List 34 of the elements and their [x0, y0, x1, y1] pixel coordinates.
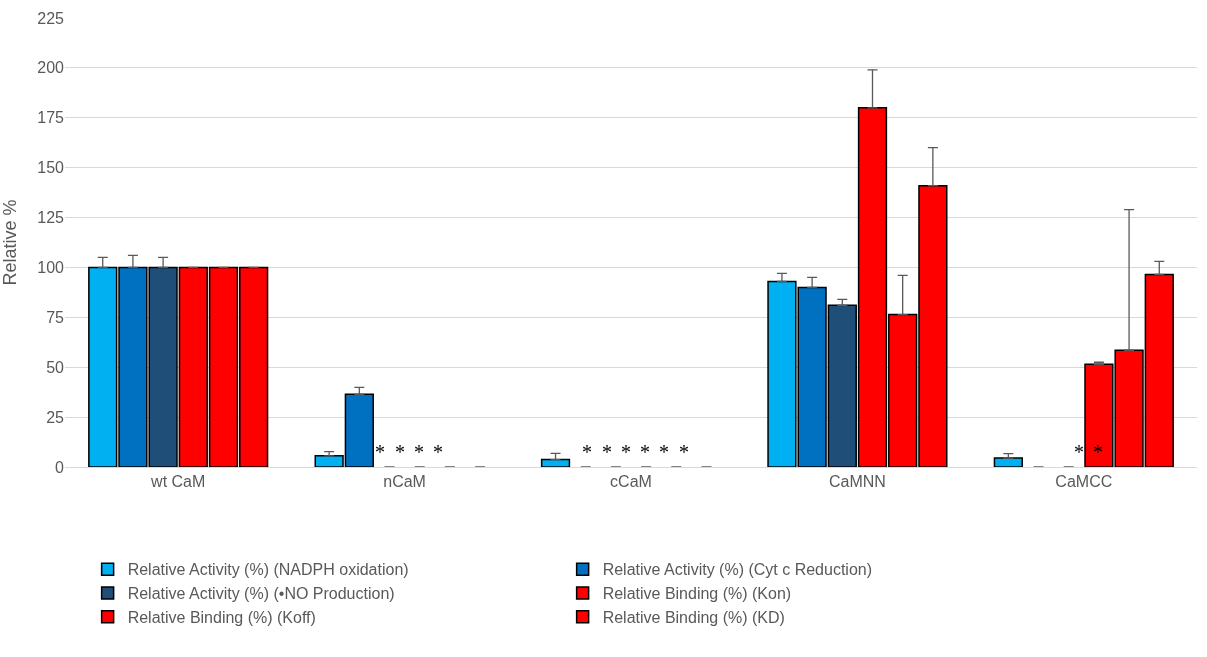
y-axis-title: Relative %: [0, 199, 21, 286]
legend-label: Relative Activity (%) (NADPH oxidation): [127, 561, 409, 579]
y-tick-label: 125: [37, 209, 65, 227]
y-tick-label: 50: [46, 358, 65, 376]
y-tick-label: 75: [46, 308, 65, 326]
annotation: *: [375, 441, 385, 463]
x-tick-label: CaMNN: [828, 473, 886, 491]
y-tick-label: 25: [46, 408, 65, 426]
x-tick-label: cCaM: [610, 473, 652, 491]
legend-label: Relative Activity (%) (•NO Production): [127, 585, 395, 603]
annotation: *: [1074, 441, 1084, 463]
legend-label: Relative Binding (%) (KD): [602, 609, 785, 627]
annotation: *: [621, 441, 631, 463]
y-tick-label: 150: [37, 159, 65, 177]
x-tick-label: wt CaM: [150, 473, 206, 491]
y-tick-label: 200: [37, 59, 65, 77]
y-tick-label: 100: [37, 259, 65, 277]
y-tick-label: 0: [55, 458, 65, 476]
annotation: *: [640, 441, 650, 463]
annotation: *: [414, 441, 424, 463]
x-tick-label: nCaM: [383, 473, 426, 491]
legend-label: Relative Binding (%) (Kon): [602, 585, 792, 603]
y-tick-label: 175: [37, 109, 65, 127]
annotation: *: [395, 441, 405, 463]
annotation: *: [659, 441, 669, 463]
legend-label: Relative Activity (%) (Cyt c Reduction): [602, 561, 873, 579]
annotation: *: [602, 441, 612, 463]
x-tick-label: CaMCC: [1055, 473, 1113, 491]
y-tick-label: 225: [37, 9, 65, 27]
annotation: *: [1093, 441, 1103, 463]
legend-label: Relative Binding (%) (Koff): [127, 609, 316, 627]
annotation: *: [679, 441, 689, 463]
annotation: *: [433, 441, 443, 463]
annotation: *: [582, 441, 592, 463]
